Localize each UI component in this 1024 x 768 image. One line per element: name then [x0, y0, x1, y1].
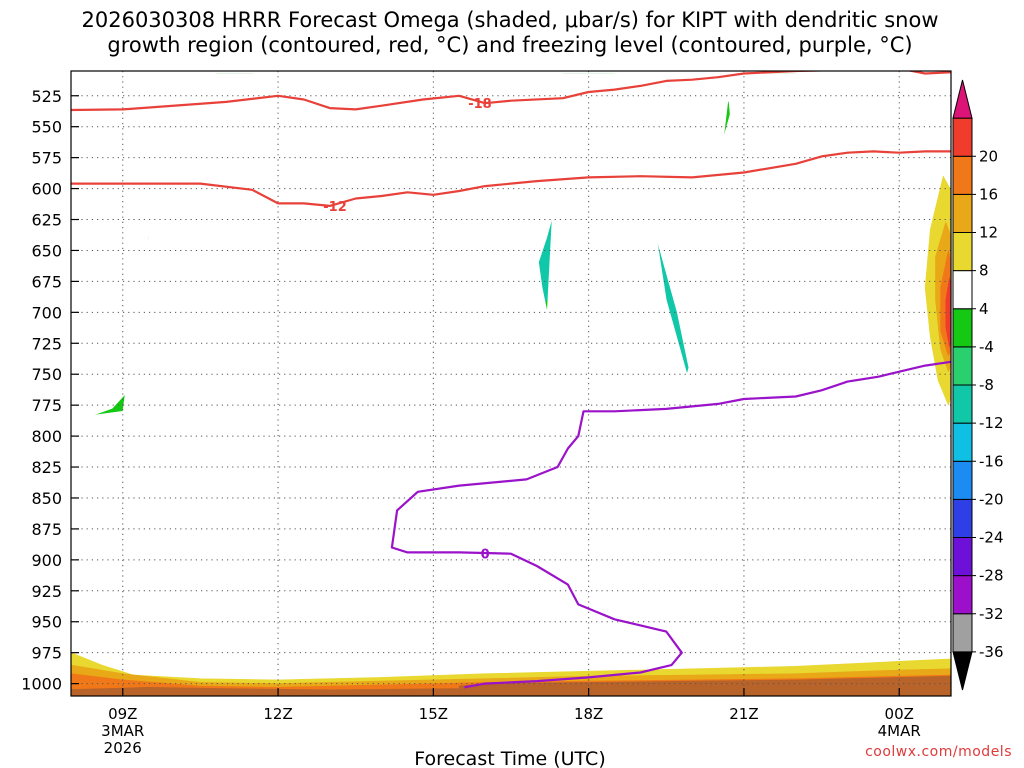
- y-tick-label-750: 750: [31, 365, 62, 384]
- isotherm-label-0: -18: [468, 97, 492, 112]
- isotherm-line-2: [390, 360, 951, 689]
- colorbar-segment-7: [952, 384, 973, 424]
- y-tick-label-975: 975: [31, 644, 62, 663]
- y-tick-label-600: 600: [31, 180, 62, 199]
- colorbar-legend: -36 -32 -28 -24 -20 -16 -12 -8 -4 4 8 12 16 20: [952, 79, 1004, 691]
- y-tick-label-725: 725: [31, 334, 62, 353]
- omega-region-17: [945, 277, 951, 348]
- colorbar-label-13: 20: [979, 147, 998, 165]
- colorbar-segment-9: [952, 308, 973, 348]
- colorbar-segment-12: [952, 193, 973, 233]
- colorbar-segment-4: [952, 498, 973, 538]
- isotherm-label-2: 0: [481, 548, 490, 563]
- x-tick-label-15Z: 15Z: [419, 705, 448, 723]
- colorbar-label-7: -8: [979, 376, 994, 394]
- y-tick-label-550: 550: [31, 118, 62, 137]
- y-tick-label-575: 575: [31, 149, 62, 168]
- isotherm-label-1: -12: [323, 200, 347, 215]
- colorbar-label-2: -28: [979, 567, 1004, 585]
- x-tick-label-12Z: 12Z: [263, 705, 292, 723]
- x-tick-label-18Z: 18Z: [574, 705, 603, 723]
- colorbar-label-1: -32: [979, 605, 1004, 623]
- omega-filled-contours: [71, 73, 951, 696]
- colorbar-segment-14: [952, 117, 973, 157]
- colorbar-segment-11: [952, 232, 973, 272]
- y-tick-label-925: 925: [31, 582, 62, 601]
- colorbar-segment-15: [952, 79, 973, 119]
- y-tick-label-775: 775: [31, 396, 62, 415]
- colorbar-segment-2: [952, 575, 973, 615]
- colorbar-label-3: -24: [979, 529, 1004, 547]
- colorbar-segment-10: [952, 270, 973, 310]
- plot-frame: [70, 70, 952, 697]
- x-tick-sublabel-09Z-1: 2026: [104, 739, 142, 757]
- colorbar-label-12: 16: [979, 185, 998, 203]
- colorbar-label-10: 8: [979, 262, 989, 280]
- chart-title-line-2: growth region (contoured, red, °C) and f…: [107, 33, 912, 57]
- x-tick-sublabel-00Z-0: 4MAR: [878, 722, 921, 740]
- isotherm-line-0: [71, 71, 951, 112]
- omega-region-19: [71, 686, 460, 696]
- colorbar-label-4: -20: [979, 490, 1004, 508]
- y-axis-pressure: 525 550 575 600 625 650 675 700 725 750 775 800 825 8…: [21, 87, 79, 694]
- y-tick-label-850: 850: [31, 489, 62, 508]
- omega-region-18: [458, 675, 951, 696]
- colorbar-segment-1: [952, 613, 973, 653]
- plot-area: -18 -12 0: [71, 71, 951, 696]
- y-tick-label-650: 650: [31, 241, 62, 260]
- y-tick-label-700: 700: [31, 303, 62, 322]
- grid-lines: [71, 71, 951, 696]
- colorbar-segment-0: [952, 651, 973, 691]
- isotherm-line-1: [71, 150, 951, 207]
- colorbar-segment-13: [952, 155, 973, 195]
- colorbar-label-0: -36: [979, 643, 1004, 661]
- colorbar-segment-8: [952, 346, 973, 386]
- colorbar-segment-3: [952, 537, 973, 577]
- x-tick-label-09Z: 09Z: [108, 705, 137, 723]
- x-tick-label-00Z: 00Z: [885, 705, 914, 723]
- colorbar-label-11: 12: [979, 224, 998, 242]
- y-tick-label-1000: 1000: [21, 675, 62, 694]
- y-tick-label-875: 875: [31, 520, 62, 539]
- colorbar-segment-6: [952, 422, 973, 462]
- colorbar-label-6: -12: [979, 414, 1004, 432]
- y-tick-label-800: 800: [31, 427, 62, 446]
- x-axis-label: Forecast Time (UTC): [414, 748, 605, 768]
- temperature-contours: -18 -12 0: [71, 71, 951, 689]
- colorbar-label-8: -4: [979, 338, 994, 356]
- x-tick-sublabel-09Z-0: 3MAR: [101, 722, 144, 740]
- colorbar-segment-5: [952, 460, 973, 500]
- y-tick-label-900: 900: [31, 551, 62, 570]
- omega-region-10: [71, 73, 951, 680]
- chart-title-line-1: 2026030308 HRRR Forecast Omega (shaded, …: [82, 8, 939, 32]
- y-tick-label-675: 675: [31, 272, 62, 291]
- y-tick-label-625: 625: [31, 211, 62, 230]
- y-tick-label-525: 525: [31, 87, 62, 106]
- x-tick-label-21Z: 21Z: [729, 705, 758, 723]
- colorbar-label-5: -16: [979, 452, 1004, 470]
- colorbar-label-9: 4: [979, 300, 989, 318]
- y-tick-label-950: 950: [31, 613, 62, 632]
- credit-text: coolwx.com/models: [865, 744, 1012, 760]
- y-tick-label-825: 825: [31, 458, 62, 477]
